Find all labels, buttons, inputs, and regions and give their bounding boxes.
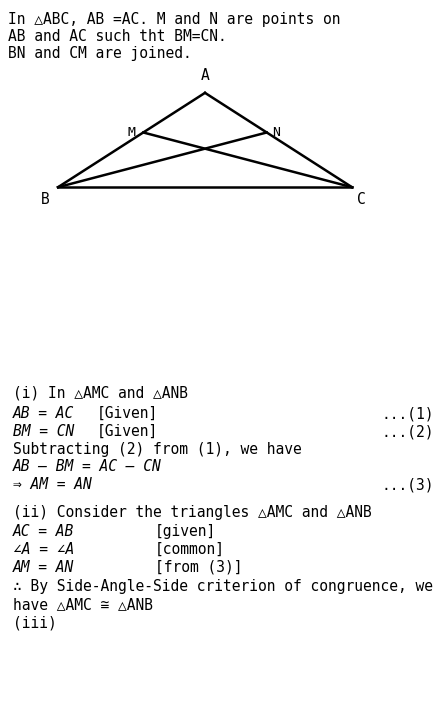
Text: ...(1): ...(1) [381,406,434,421]
Text: AB = AC: AB = AC [13,406,75,421]
Text: C: C [357,192,366,207]
Text: [given]: [given] [155,524,216,539]
Text: N: N [272,126,280,139]
Text: [from (3)]: [from (3)] [155,560,242,575]
Text: BN and CM are joined.: BN and CM are joined. [8,46,192,61]
Text: M: M [127,126,135,139]
Text: AB and AC such tht BM=CN.: AB and AC such tht BM=CN. [8,29,227,44]
Text: [Given]: [Given] [97,406,159,421]
Text: ∴ By Side-Angle-Side criterion of congruence, we: ∴ By Side-Angle-Side criterion of congru… [13,579,433,594]
Text: ∠A = ∠A: ∠A = ∠A [13,542,75,557]
Text: (i) In △AMC and △ANB: (i) In △AMC and △ANB [13,385,188,400]
Text: [Given]: [Given] [97,424,159,439]
Text: ...(3): ...(3) [381,477,434,492]
Text: A: A [201,68,210,83]
Text: Subtracting (2) from (1), we have: Subtracting (2) from (1), we have [13,442,302,457]
Text: ...(2): ...(2) [381,424,434,439]
Text: B: B [41,192,50,207]
Text: ⇒ AM = AN: ⇒ AM = AN [13,477,92,492]
Text: AM = AN: AM = AN [13,560,75,575]
Text: AB – BM = AC – CN: AB – BM = AC – CN [13,459,162,474]
Text: AC = AB: AC = AB [13,524,75,539]
Text: In △ABC, AB =AC. M and N are points on: In △ABC, AB =AC. M and N are points on [8,12,340,27]
Text: BM = CN: BM = CN [13,424,75,439]
Text: (iii): (iii) [13,615,57,630]
Text: (ii) Consider the triangles △AMC and △ANB: (ii) Consider the triangles △AMC and △AN… [13,505,372,520]
Text: have △AMC ≅ △ANB: have △AMC ≅ △ANB [13,597,153,612]
Text: [common]: [common] [155,542,225,557]
